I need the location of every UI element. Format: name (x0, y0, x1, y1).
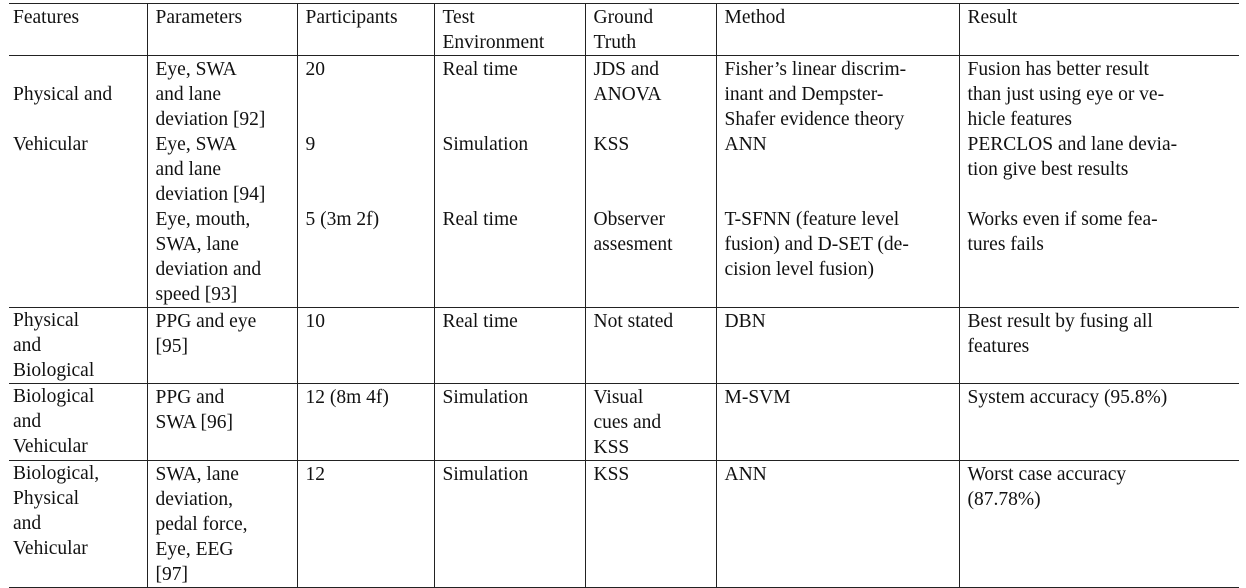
feature-cell: Physical and Biological (9, 307, 148, 384)
result-cell: Fusion has better result than just using… (958, 55, 1239, 132)
result-cell: System accuracy (95.8%) (958, 383, 1239, 461)
participants-cell: 10 (296, 307, 435, 384)
header-features: Features (9, 3, 148, 56)
participants-cell: 12 (8m 4f) (296, 383, 435, 461)
ground-truth-cell: Visual cues and KSS (584, 383, 717, 461)
header-row: Features Parameters Participants Test En… (9, 3, 1239, 56)
header-test-environment: Test Environment (433, 3, 586, 56)
parameters-cell: PPG and eye [95] (146, 307, 298, 384)
table-row: Physical and Vehicular Eye, SWA and lane… (9, 55, 1239, 308)
ground-truth-cell: JDS and ANOVA (584, 55, 717, 132)
method-cell: ANN (715, 132, 960, 207)
parameters-cell: PPG and SWA [96] (146, 383, 298, 461)
feature-cell: Physical and Vehicular (9, 55, 148, 308)
ground-truth-cell: Not stated (584, 307, 717, 384)
method-cell: ANN (715, 460, 960, 588)
header-parameters: Parameters (146, 3, 298, 56)
ground-truth-cell: Observer assesment (584, 207, 717, 308)
ground-truth-cell: KSS (584, 132, 717, 207)
participants-cell: 12 (296, 460, 435, 588)
parameters-cell: Eye, SWA and lane deviation [92] (146, 55, 298, 132)
comparison-table: Features Parameters Participants Test En… (9, 3, 1239, 588)
table-row: Physical and Biological PPG and eye [95]… (9, 307, 1239, 384)
header-method: Method (715, 3, 960, 56)
result-cell: Worst case accuracy (87.78%) (958, 460, 1239, 588)
method-cell: T-SFNN (feature level fusion) and D-SET … (715, 207, 960, 308)
result-cell: Best result by fusing all features (958, 307, 1239, 384)
environment-cell: Simulation (433, 383, 586, 461)
parameters-cell: Eye, mouth, SWA, lane deviation and spee… (147, 207, 298, 308)
method-cell: Fisher’s linear discrim- inant and Demps… (715, 55, 960, 132)
participants-cell: 20 (296, 55, 435, 132)
table-row: Eye, mouth, SWA, lane deviation and spee… (9, 207, 1239, 308)
participants-cell: 9 (296, 132, 435, 207)
environment-cell: Simulation (433, 460, 586, 588)
parameters-cell: SWA, lane deviation, pedal force, Eye, E… (146, 460, 298, 588)
environment-cell: Simulation (433, 132, 586, 207)
header-participants: Participants (296, 3, 435, 56)
result-cell: PERCLOS and lane devia- tion give best r… (958, 132, 1239, 207)
table-row: Biological, Physical and Vehicular SWA, … (9, 460, 1239, 588)
environment-cell: Real time (433, 207, 586, 308)
parameters-cell: Eye, SWA and lane deviation [94] (147, 132, 298, 207)
feature-cell: Biological and Vehicular (9, 383, 148, 461)
feature-label: Physical and Vehicular (13, 84, 113, 155)
feature-cell: Biological, Physical and Vehicular (9, 460, 148, 588)
table-row: Eye, SWA and lane deviation [94] 9 Simul… (9, 132, 1239, 207)
header-ground-truth: Ground Truth (584, 3, 717, 56)
result-cell: Works even if some fea- tures fails (958, 207, 1239, 308)
method-cell: DBN (715, 307, 960, 384)
table-row: Biological and Vehicular PPG and SWA [96… (9, 383, 1239, 461)
ground-truth-cell: KSS (584, 460, 717, 588)
environment-cell: Real time (433, 307, 586, 384)
method-cell: M-SVM (715, 383, 960, 461)
header-result: Result (958, 3, 1239, 56)
environment-cell: Real time (433, 55, 586, 132)
participants-cell: 5 (3m 2f) (296, 207, 435, 308)
